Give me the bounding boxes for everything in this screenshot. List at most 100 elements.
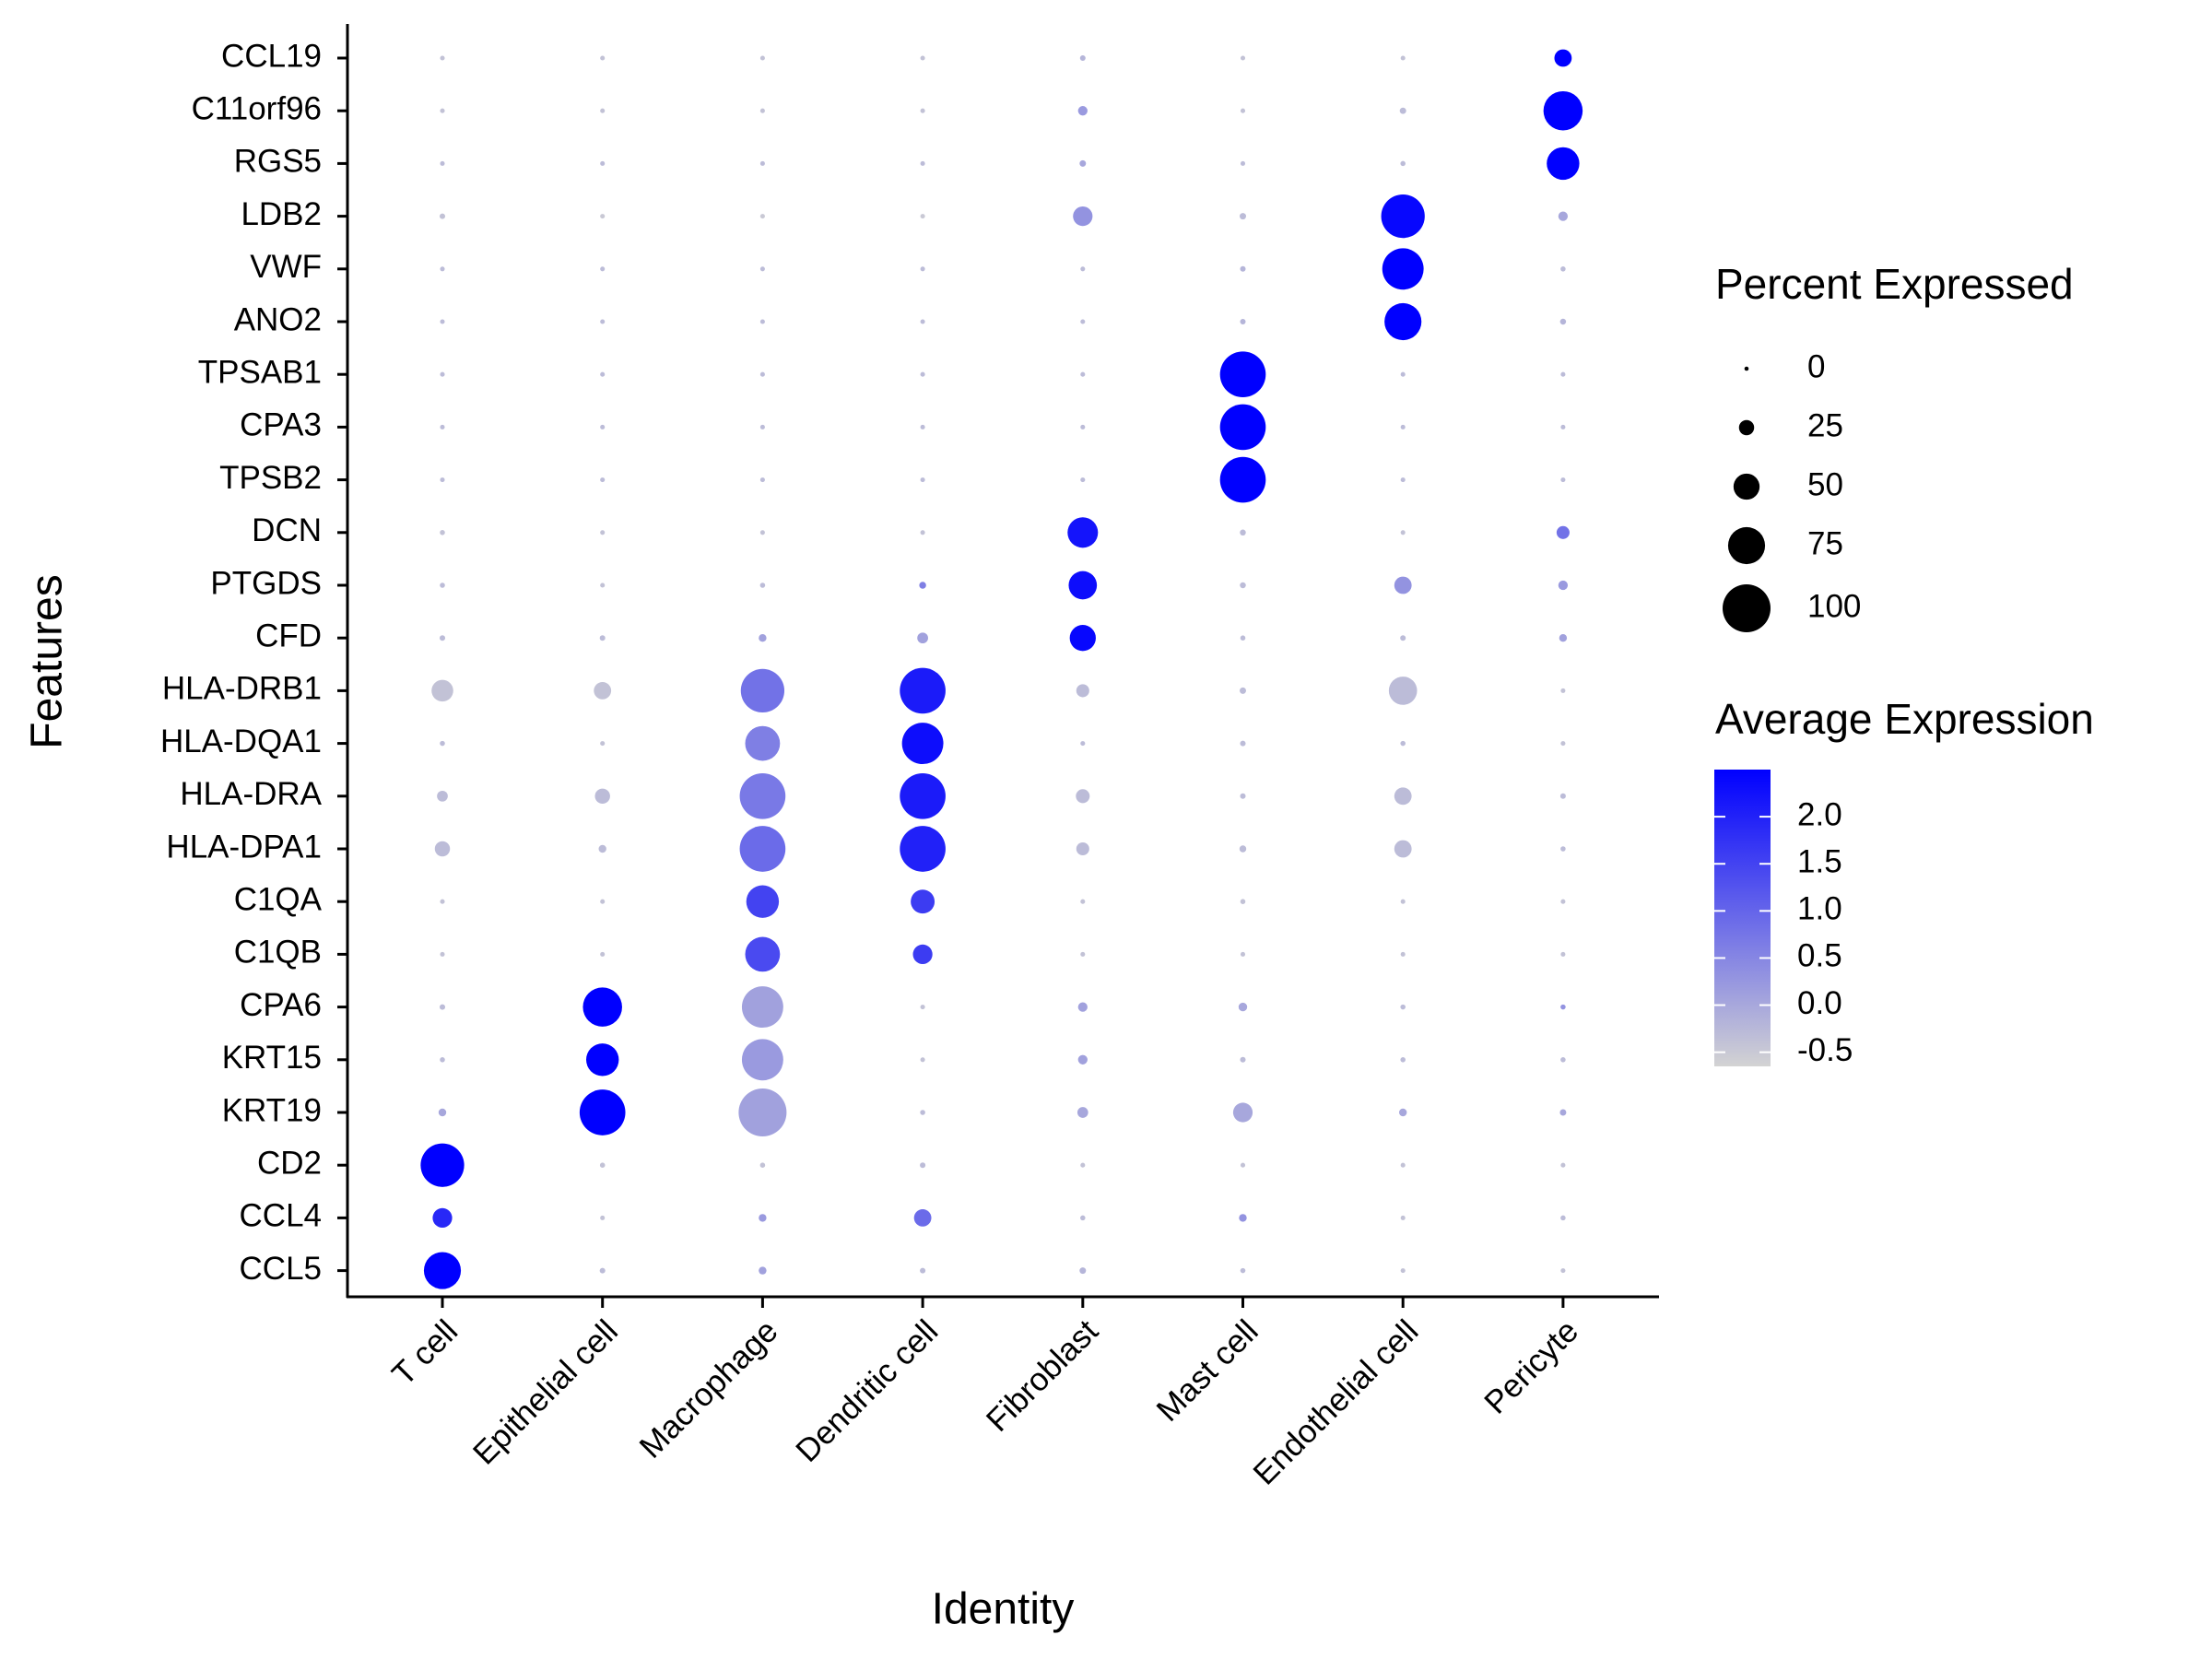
y-tick-label: ANO2 bbox=[234, 301, 322, 337]
dot bbox=[1560, 266, 1566, 272]
dot bbox=[1558, 211, 1569, 221]
dot bbox=[1556, 525, 1570, 539]
dot bbox=[741, 1039, 783, 1081]
dot bbox=[1240, 793, 1246, 799]
dot bbox=[431, 679, 453, 702]
dot bbox=[439, 213, 446, 219]
dot bbox=[759, 319, 765, 324]
color-legend-title: Average Expression bbox=[1715, 695, 2094, 743]
dot bbox=[1560, 899, 1566, 904]
dot bbox=[1559, 634, 1568, 642]
size-legend-title: Percent Expressed bbox=[1715, 260, 2074, 308]
dot bbox=[440, 740, 445, 747]
dot bbox=[1560, 951, 1566, 957]
dot bbox=[600, 582, 606, 588]
dot bbox=[1543, 90, 1583, 131]
dot bbox=[1559, 318, 1567, 325]
dot bbox=[741, 986, 783, 1029]
dot bbox=[1076, 841, 1089, 856]
y-tick-label: C1QB bbox=[234, 935, 322, 971]
dot bbox=[759, 477, 765, 483]
dot bbox=[759, 634, 767, 642]
dot bbox=[1554, 49, 1572, 67]
y-tick-label: HLA-DRB1 bbox=[162, 671, 322, 707]
colorbar-label: 2.0 bbox=[1797, 796, 1842, 832]
dot bbox=[1388, 677, 1418, 705]
y-tick-label: KRT15 bbox=[222, 1040, 322, 1076]
dot bbox=[759, 1266, 767, 1275]
y-tick-label: LDB2 bbox=[241, 196, 322, 232]
y-tick-label: CCL5 bbox=[240, 1251, 322, 1287]
dot bbox=[1560, 1215, 1566, 1221]
dot bbox=[920, 424, 925, 429]
colorbar-label: 1.0 bbox=[1797, 891, 1842, 927]
dot bbox=[1400, 530, 1406, 535]
colorbar-label: 1.5 bbox=[1797, 843, 1842, 879]
x-axis-title: Identity bbox=[932, 1585, 1075, 1634]
dot bbox=[740, 668, 785, 713]
dot bbox=[920, 371, 925, 377]
dot bbox=[600, 899, 606, 904]
dot bbox=[594, 788, 610, 805]
dot bbox=[1079, 54, 1086, 62]
dot bbox=[919, 582, 926, 589]
dot bbox=[432, 1207, 453, 1228]
x-tick-label: Mast cell bbox=[1149, 1313, 1265, 1429]
dot bbox=[599, 635, 606, 641]
y-tick-label: CFD bbox=[255, 618, 322, 653]
y-tick-label: HLA-DQA1 bbox=[160, 724, 322, 759]
dot bbox=[440, 319, 445, 324]
dot bbox=[759, 371, 765, 377]
dot bbox=[1400, 1162, 1406, 1168]
dot bbox=[600, 160, 606, 166]
dot bbox=[1080, 319, 1086, 324]
dot bbox=[434, 841, 451, 857]
dot bbox=[1240, 55, 1246, 61]
y-tick-label: HLA-DPA1 bbox=[166, 829, 322, 865]
dot bbox=[1560, 688, 1566, 693]
dot bbox=[1073, 206, 1093, 227]
dot bbox=[600, 1215, 606, 1220]
dot bbox=[759, 160, 765, 166]
dot bbox=[1400, 635, 1406, 641]
dot bbox=[1080, 371, 1086, 377]
dot bbox=[1558, 580, 1569, 591]
dot bbox=[1080, 266, 1086, 272]
dot bbox=[1238, 1002, 1248, 1012]
dot bbox=[440, 55, 445, 61]
dot bbox=[1400, 477, 1406, 483]
dot bbox=[440, 530, 445, 535]
dot bbox=[1219, 456, 1266, 503]
dot bbox=[1394, 787, 1412, 806]
dot bbox=[920, 1162, 926, 1169]
y-tick-label: VWF bbox=[250, 249, 322, 285]
dot bbox=[920, 319, 925, 324]
dot bbox=[913, 1208, 932, 1227]
dot bbox=[746, 885, 780, 918]
dot bbox=[1077, 106, 1088, 116]
dot bbox=[1240, 108, 1246, 113]
dot bbox=[1400, 899, 1406, 904]
dot bbox=[600, 319, 606, 324]
dot bbox=[1559, 1109, 1567, 1116]
dot bbox=[1560, 477, 1566, 483]
y-tick-label: KRT19 bbox=[222, 1092, 322, 1128]
y-tick-label: PTGDS bbox=[210, 565, 322, 601]
x-tick-label: Fibroblast bbox=[980, 1312, 1105, 1438]
dot bbox=[437, 790, 448, 802]
dot bbox=[1077, 1054, 1088, 1065]
dot bbox=[600, 530, 606, 535]
dot bbox=[1560, 1268, 1566, 1274]
dot bbox=[1400, 160, 1406, 167]
dot bbox=[917, 632, 928, 644]
dot bbox=[1219, 404, 1266, 451]
dot bbox=[600, 424, 606, 429]
colorbar-label: 0.5 bbox=[1797, 938, 1842, 974]
dot bbox=[600, 55, 606, 61]
dot bbox=[1240, 582, 1246, 589]
dot bbox=[1240, 1056, 1246, 1063]
dot bbox=[438, 1108, 447, 1117]
dot bbox=[1400, 55, 1406, 61]
dot bbox=[1240, 213, 1246, 220]
